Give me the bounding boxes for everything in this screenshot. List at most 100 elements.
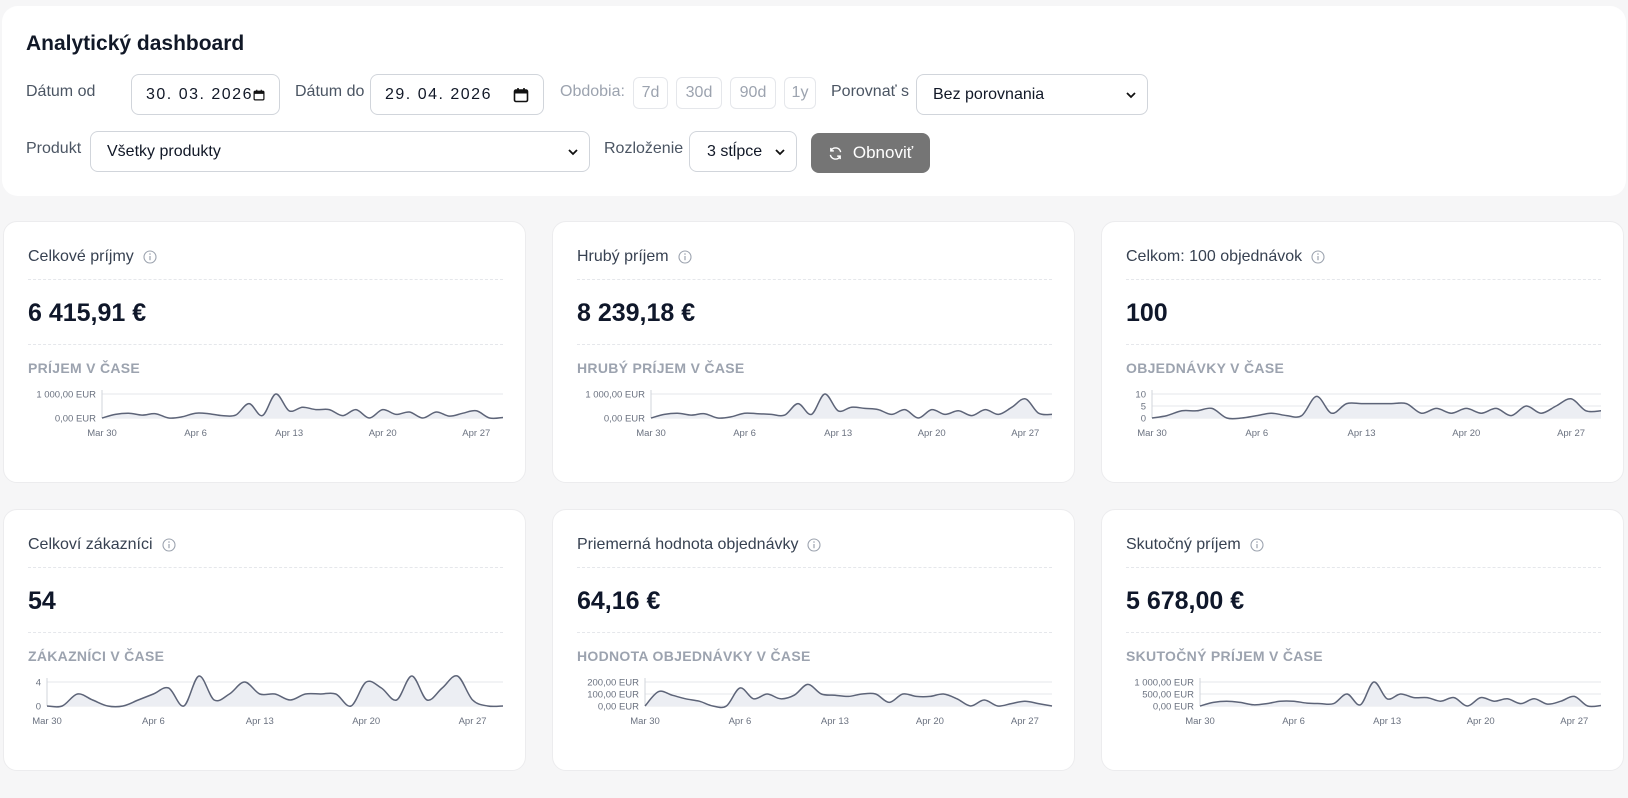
x-tick-label: Apr 13: [824, 428, 852, 439]
period-7d-button[interactable]: 7d: [633, 77, 668, 109]
y-tick-label: 1 000,00 EUR: [585, 390, 645, 401]
chart-subtitle: HRUBÝ PRÍJEM V ČASE: [577, 360, 745, 376]
card-title-text: Hrubý príjem: [577, 248, 669, 265]
x-tick-label: Apr 6: [1282, 716, 1305, 727]
x-tick-label: Apr 20: [1452, 428, 1480, 439]
x-tick-label: Apr 13: [246, 716, 274, 727]
date-from-label: Dátum od: [26, 83, 96, 100]
metric-card-total-revenue: Celkové príjmy 6 415,91 € PRÍJEM V ČASE …: [3, 221, 526, 483]
calendar-icon[interactable]: [253, 87, 265, 103]
card-title: Celkoví zákazníci: [28, 536, 176, 554]
divider: [28, 279, 503, 280]
period-90d-button[interactable]: 90d: [730, 77, 776, 109]
compare-select[interactable]: Bez porovnania: [916, 74, 1148, 115]
refresh-icon: [829, 146, 842, 160]
date-to-label: Dátum do: [295, 83, 365, 100]
series-area: [645, 684, 1052, 708]
x-tick-label: Apr 6: [733, 428, 756, 439]
divider: [1126, 344, 1601, 345]
layout-select[interactable]: 3 stĺpce: [689, 131, 797, 172]
x-tick-label: Mar 30: [636, 428, 666, 439]
x-tick-label: Apr 6: [184, 428, 207, 439]
card-value: 100: [1126, 299, 1168, 327]
divider: [577, 567, 1052, 568]
info-icon[interactable]: [161, 538, 176, 552]
card-value: 6 415,91 €: [28, 299, 147, 327]
x-tick-label: Apr 27: [1011, 428, 1039, 439]
x-tick-label: Apr 6: [729, 716, 752, 727]
x-tick-label: Apr 27: [1011, 716, 1039, 727]
x-tick-label: Apr 6: [142, 716, 165, 727]
y-tick-label: 0,00 EUR: [604, 414, 645, 425]
card-title-text: Celkové príjmy: [28, 248, 134, 265]
x-tick-label: Apr 20: [352, 716, 380, 727]
x-tick-label: Apr 27: [1557, 428, 1585, 439]
divider: [577, 279, 1052, 280]
date-to-input[interactable]: 29. 04. 2026: [370, 74, 544, 115]
date-from-input[interactable]: 30. 03. 2026: [131, 74, 280, 115]
revenue-chart: 1 000,00 EUR 0,00 EUR Mar 30 Apr 6 Apr 13 Apr…: [36, 390, 504, 439]
x-tick-label: Apr 13: [1373, 716, 1401, 727]
y-tick-label: 500,00 EUR: [1142, 690, 1194, 701]
divider: [28, 632, 503, 633]
y-tick-label: 1 000,00 EUR: [36, 390, 96, 401]
metric-card-actual-revenue: Skutočný príjem 5 678,00 € SKUTOČNÝ PRÍJ…: [1101, 509, 1624, 771]
y-tick-label: 10: [1135, 390, 1146, 401]
x-tick-label: Mar 30: [1137, 428, 1167, 439]
x-tick-label: Mar 30: [1185, 716, 1215, 727]
chart-subtitle: ZÁKAZNÍCI V ČASE: [28, 648, 165, 664]
divider: [577, 632, 1052, 633]
refresh-label: Obnoviť: [852, 143, 914, 162]
card-value: 64,16 €: [577, 587, 661, 615]
info-icon[interactable]: [678, 250, 692, 264]
card-value: 54: [28, 587, 56, 615]
compare-label: Porovnať s: [831, 83, 910, 100]
calendar-icon[interactable]: [513, 87, 529, 103]
info-icon[interactable]: [807, 538, 822, 552]
card-title-text: Priemerná hodnota objednávky: [577, 536, 799, 553]
info-icon[interactable]: [143, 250, 157, 264]
series-area: [1152, 396, 1601, 419]
date-from-value: 30. 03. 2026: [146, 85, 253, 103]
x-tick-label: Apr 13: [821, 716, 849, 727]
x-tick-label: Apr 20: [918, 428, 946, 439]
metric-card-customers: Celkoví zákazníci 54 ZÁKAZNÍCI V ČASE 4 0…: [3, 509, 526, 771]
card-title: Hrubý príjem: [577, 248, 692, 266]
chevron-down-icon: [775, 148, 785, 155]
y-tick-label: 4: [36, 678, 41, 689]
period-30d-button[interactable]: 30d: [676, 77, 722, 109]
compare-value: Bez porovnania: [933, 85, 1045, 103]
x-tick-label: Apr 27: [462, 428, 490, 439]
x-tick-label: Apr 13: [1348, 428, 1376, 439]
chevron-down-icon: [1126, 91, 1136, 98]
card-title: Celkové príjmy: [28, 248, 157, 266]
customers-chart: 4 0 Mar 30 Apr 6 Apr 13 Apr 20 Apr 27: [32, 675, 504, 727]
info-icon[interactable]: [1250, 538, 1264, 552]
series-area: [102, 393, 503, 419]
x-tick-label: Mar 30: [32, 716, 62, 727]
y-tick-label: 5: [1141, 402, 1146, 413]
x-tick-label: Apr 6: [1245, 428, 1268, 439]
gross-revenue-chart: 1 000,00 EUR 0,00 EUR Mar 30 Apr 6 Apr 13 Apr…: [585, 390, 1053, 439]
page-title: Analytický dashboard: [26, 32, 245, 55]
y-tick-label: 0,00 EUR: [598, 702, 639, 713]
y-tick-label: 0,00 EUR: [55, 414, 96, 425]
product-select[interactable]: Všetky produkty: [90, 131, 590, 172]
divider: [28, 567, 503, 568]
y-tick-label: 0: [1141, 414, 1146, 425]
period-1y-button[interactable]: 1y: [784, 77, 816, 109]
product-value: Všetky produkty: [107, 142, 221, 160]
refresh-button[interactable]: Obnoviť: [811, 133, 930, 173]
y-tick-label: 200,00 EUR: [587, 678, 639, 689]
x-tick-label: Apr 13: [275, 428, 303, 439]
layout-value: 3 stĺpce: [707, 142, 763, 160]
date-to-value: 29. 04. 2026: [385, 85, 492, 103]
x-tick-label: Apr 20: [1467, 716, 1495, 727]
metric-card-orders: Celkom: 100 objednávok 100 OBJEDNÁVKY V …: [1101, 221, 1624, 483]
info-icon[interactable]: [1311, 250, 1325, 264]
card-title: Skutočný príjem: [1126, 536, 1264, 554]
divider: [577, 344, 1052, 345]
